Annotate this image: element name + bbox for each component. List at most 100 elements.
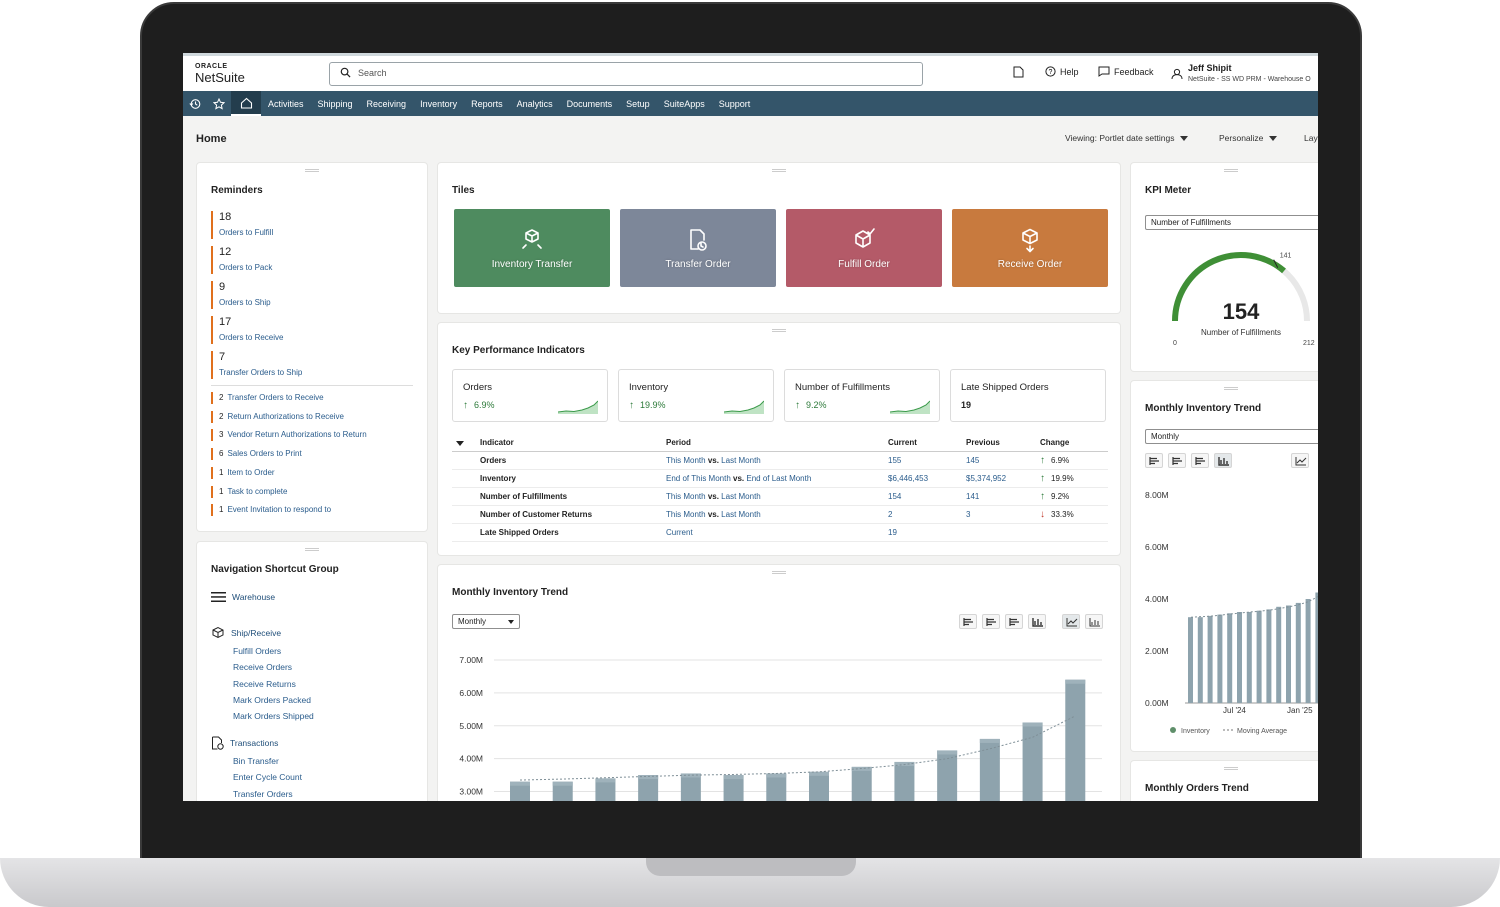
tile-receive-order[interactable]: Receive Order (952, 209, 1108, 287)
bar[interactable] (552, 781, 573, 801)
nav-documents[interactable]: Documents (566, 98, 613, 109)
bar-button[interactable] (982, 614, 1000, 629)
search-input[interactable]: Search (329, 62, 923, 86)
current-cell[interactable]: 155 (884, 451, 962, 470)
bar[interactable] (1022, 722, 1043, 801)
drag-handle[interactable] (772, 571, 786, 574)
previous-cell[interactable]: $5,374,952 (962, 469, 1036, 488)
nav-inventory[interactable]: Inventory (420, 98, 458, 109)
current-cell[interactable]: 2 (884, 505, 962, 524)
drag-handle[interactable] (305, 169, 319, 172)
bar[interactable] (1065, 679, 1086, 801)
home-icon[interactable] (231, 91, 261, 116)
reminder-item[interactable]: 2 Return Authorizations to Receive (211, 410, 344, 423)
reminder-item[interactable]: 9 Orders to Ship (211, 281, 411, 309)
bar[interactable] (638, 775, 659, 801)
line-chart-button[interactable] (1062, 614, 1080, 629)
previous-cell[interactable]: 145 (962, 451, 1036, 470)
reminder-item[interactable]: 6 Sales Orders to Print (211, 448, 302, 461)
period-cell[interactable]: End of This Month vs. End of Last Month (662, 469, 884, 488)
kpi-meter-select[interactable]: Number of Fulfillments (1145, 215, 1318, 230)
drag-handle[interactable] (772, 169, 786, 172)
tile-fulfill-order[interactable]: Fulfill Order (786, 209, 942, 287)
warehouse-group[interactable]: Warehouse (211, 592, 275, 602)
reminder-item[interactable]: 7 Transfer Orders to Ship (211, 351, 411, 379)
shortcut-link[interactable]: Receive Returns (233, 678, 296, 689)
recent-docs-button[interactable] (1013, 66, 1024, 78)
drag-handle[interactable] (1224, 387, 1238, 390)
current-cell[interactable]: $6,446,453 (884, 469, 962, 488)
reminder-item[interactable]: 1 Event Invitation to respond to (211, 504, 331, 517)
nav-receiving[interactable]: Receiving (366, 98, 407, 109)
shortcut-link[interactable]: Enter Cycle Count (233, 772, 302, 783)
bar[interactable] (979, 738, 1000, 801)
shortcut-link[interactable]: Receive Orders (233, 662, 293, 673)
trend-period-select[interactable]: Monthly (452, 614, 520, 629)
bar[interactable] (1295, 602, 1301, 703)
shortcut-link[interactable]: Fulfill Orders (233, 646, 282, 656)
bar[interactable] (1276, 606, 1282, 703)
user-menu[interactable]: Jeff Shipit NetSuite - SS WD PRM - Wareh… (1188, 63, 1311, 85)
period-cell[interactable]: This Month vs. Last Month (662, 487, 884, 506)
help-button[interactable]: ? Help (1045, 66, 1079, 77)
stacked-bar-button[interactable] (959, 614, 977, 629)
kpi-card[interactable]: Number of Fulfillments ↑ 9.2% (784, 369, 940, 422)
grouped-bar-button[interactable] (1005, 614, 1023, 629)
nav-support[interactable]: Support (718, 98, 751, 109)
previous-cell[interactable] (962, 523, 1036, 542)
transactions-group[interactable]: Transactions (211, 736, 278, 750)
kpi-card[interactable]: Orders ↑ 6.9% (452, 369, 608, 422)
nav-suiteapps[interactable]: SuiteApps (663, 98, 705, 109)
reminder-item[interactable]: 1 Item to Order (211, 466, 275, 479)
history-icon[interactable] (183, 91, 207, 116)
bar[interactable] (1286, 605, 1291, 704)
nav-activities[interactable]: Activities (268, 98, 304, 109)
netsuite-logo[interactable]: ORACLE NetSuite (195, 63, 245, 84)
reminder-item[interactable]: 1 Task to complete (211, 485, 287, 498)
current-cell[interactable]: 154 (884, 487, 962, 506)
star-icon[interactable] (207, 91, 231, 116)
side-trend-period-select[interactable]: Monthly (1145, 429, 1318, 444)
period-cell[interactable]: Current (662, 523, 884, 542)
combo-chart-button[interactable] (1085, 614, 1103, 629)
bar[interactable] (1197, 617, 1203, 703)
bar[interactable] (723, 775, 744, 801)
column-chart-button[interactable] (1028, 614, 1046, 629)
tile-inventory-transfer[interactable]: Inventory Transfer (454, 209, 610, 287)
reminder-item[interactable]: 18 Orders to Fulfill (211, 211, 411, 239)
nav-shipping[interactable]: Shipping (317, 98, 353, 109)
stacked-bar-button[interactable] (1145, 453, 1163, 468)
bar[interactable] (894, 761, 915, 801)
previous-cell[interactable]: 141 (962, 487, 1036, 506)
bar[interactable] (1305, 599, 1311, 703)
bar[interactable] (1237, 612, 1242, 703)
bar-button[interactable] (1168, 453, 1186, 468)
current-cell[interactable]: 19 (884, 523, 962, 542)
bar[interactable] (1207, 615, 1213, 703)
feedback-button[interactable]: Feedback (1098, 66, 1154, 77)
shortcut-link[interactable]: Transfer Orders (233, 788, 293, 799)
reminder-item[interactable]: 2 Transfer Orders to Receive (211, 392, 324, 404)
bar[interactable] (809, 771, 829, 801)
bar[interactable] (1315, 592, 1318, 704)
nav-reports[interactable]: Reports (471, 98, 503, 109)
grouped-bar-button[interactable] (1191, 453, 1209, 468)
drag-handle[interactable] (1224, 169, 1238, 172)
period-cell[interactable]: This Month vs. Last Month (662, 451, 884, 470)
reminder-item[interactable]: 17 Orders to Receive (211, 316, 411, 344)
kpi-card[interactable]: Inventory ↑ 19.9% (618, 369, 774, 422)
collapse-toggle[interactable] (452, 435, 476, 452)
column-chart-button[interactable] (1214, 453, 1232, 468)
reminder-item[interactable]: 3 Vendor Return Authorizations to Return (211, 429, 367, 442)
reminder-item[interactable]: 12 Orders to Pack (211, 246, 411, 274)
bar[interactable] (1266, 609, 1272, 703)
drag-handle[interactable] (1224, 767, 1238, 770)
bar[interactable] (766, 773, 787, 801)
bar[interactable] (680, 773, 701, 801)
personalize-dropdown[interactable]: Personalize (1219, 133, 1278, 143)
bar[interactable] (1217, 614, 1223, 703)
previous-cell[interactable]: 3 (962, 505, 1036, 524)
bar[interactable] (1256, 610, 1262, 703)
bar[interactable] (510, 781, 530, 801)
shortcut-link[interactable]: Mark Orders Packed (233, 694, 311, 705)
